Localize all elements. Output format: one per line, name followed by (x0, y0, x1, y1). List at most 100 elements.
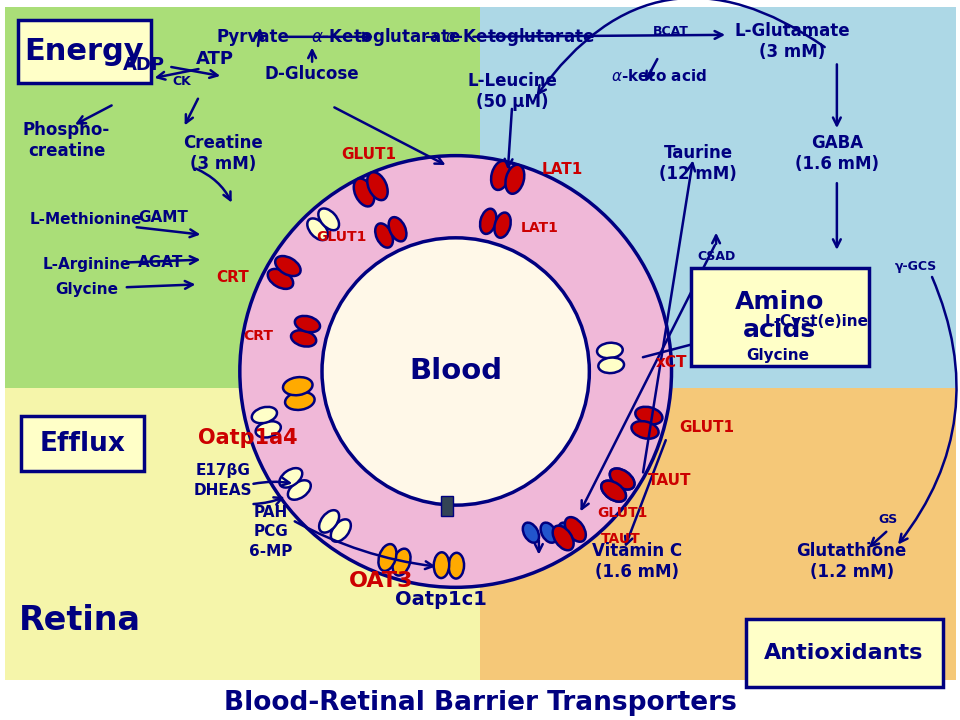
Ellipse shape (285, 392, 315, 410)
Text: Amino
acids: Amino acids (734, 290, 824, 342)
Text: Energy: Energy (25, 37, 144, 66)
Ellipse shape (255, 421, 281, 438)
Ellipse shape (601, 481, 626, 502)
FancyBboxPatch shape (18, 20, 151, 84)
Ellipse shape (553, 526, 574, 550)
Text: D-Glucose: D-Glucose (265, 66, 359, 84)
Text: Efflux: Efflux (39, 431, 126, 456)
Text: GS: GS (878, 513, 898, 526)
Ellipse shape (598, 358, 624, 373)
Text: L-Leucine
(50 μM): L-Leucine (50 μM) (468, 72, 557, 111)
Ellipse shape (564, 517, 586, 541)
Text: AGAT: AGAT (138, 255, 183, 270)
Text: LAT1: LAT1 (521, 221, 559, 235)
Ellipse shape (559, 523, 575, 543)
Ellipse shape (448, 553, 464, 579)
Text: Retina: Retina (18, 605, 140, 637)
Ellipse shape (240, 156, 671, 588)
Text: E17βG: E17βG (196, 463, 251, 478)
Text: DHEAS: DHEAS (194, 483, 252, 498)
Ellipse shape (368, 172, 388, 200)
Text: Taurine
(12 mM): Taurine (12 mM) (660, 144, 737, 183)
Text: Vitamin C
(1.6 mM): Vitamin C (1.6 mM) (591, 542, 682, 581)
Ellipse shape (331, 519, 350, 541)
Text: Glycine: Glycine (746, 348, 809, 363)
Text: $\alpha$-Ketoglutarate: $\alpha$-Ketoglutarate (445, 26, 595, 48)
Ellipse shape (291, 330, 316, 346)
Text: →: → (424, 28, 438, 46)
Bar (5, 7, 480, 388)
Bar (480, 388, 956, 680)
Ellipse shape (268, 269, 293, 289)
Text: CK: CK (172, 75, 191, 88)
FancyBboxPatch shape (746, 619, 943, 688)
Text: Glycine: Glycine (55, 282, 118, 297)
Text: $\alpha$-keto acid: $\alpha$-keto acid (611, 68, 707, 84)
Text: Glutathione
(1.2 mM): Glutathione (1.2 mM) (797, 542, 907, 581)
Text: GABA
(1.6 mM): GABA (1.6 mM) (795, 134, 878, 173)
Text: TAUT: TAUT (601, 531, 640, 546)
Text: PCG: PCG (253, 524, 288, 539)
Ellipse shape (610, 469, 635, 490)
Ellipse shape (295, 316, 320, 332)
Ellipse shape (378, 544, 396, 571)
Text: xCT: xCT (657, 356, 687, 370)
Text: Blood: Blood (409, 357, 502, 385)
Ellipse shape (307, 218, 328, 240)
Ellipse shape (319, 209, 339, 230)
Text: L-Methionine: L-Methionine (30, 212, 143, 228)
Ellipse shape (276, 256, 300, 276)
Ellipse shape (597, 343, 623, 359)
Text: Creatine
(3 mM): Creatine (3 mM) (183, 134, 263, 173)
Ellipse shape (505, 165, 524, 194)
Text: Antioxidants: Antioxidants (764, 643, 924, 662)
Text: Pyrvate: Pyrvate (216, 28, 289, 46)
Text: Oatp1a4: Oatp1a4 (198, 428, 298, 448)
Bar (441, 496, 453, 516)
Ellipse shape (393, 549, 411, 575)
Text: $\alpha$-Ketoglutarate: $\alpha$-Ketoglutarate (311, 26, 462, 48)
Ellipse shape (434, 552, 449, 578)
Ellipse shape (601, 481, 626, 502)
Ellipse shape (540, 523, 557, 543)
Text: PAH: PAH (253, 505, 288, 520)
Text: GLUT1: GLUT1 (316, 230, 367, 244)
Ellipse shape (632, 421, 659, 438)
Text: OAT3: OAT3 (349, 572, 414, 591)
Ellipse shape (375, 223, 393, 248)
Ellipse shape (354, 179, 374, 207)
Text: GLUT1: GLUT1 (341, 147, 396, 162)
Text: CRT: CRT (216, 270, 249, 285)
Ellipse shape (252, 407, 277, 423)
Ellipse shape (523, 523, 539, 543)
Text: Blood-Retinal Barrier Transporters: Blood-Retinal Barrier Transporters (224, 690, 737, 716)
Text: CSAD: CSAD (697, 250, 735, 263)
Text: GAMT: GAMT (138, 210, 188, 225)
Text: CRT: CRT (243, 329, 273, 343)
Text: BCAT: BCAT (653, 25, 688, 38)
Text: 6-MP: 6-MP (249, 544, 292, 559)
Ellipse shape (389, 217, 406, 241)
Text: LAT1: LAT1 (541, 162, 583, 177)
Ellipse shape (492, 161, 510, 190)
Text: γ-GCS: γ-GCS (895, 260, 937, 273)
Text: ATP: ATP (196, 50, 234, 68)
Ellipse shape (322, 238, 589, 505)
Ellipse shape (288, 480, 311, 500)
Text: Phospho-
creatine: Phospho- creatine (23, 122, 110, 160)
Text: GLUT1: GLUT1 (679, 420, 733, 435)
Text: L-Glutamate
(3 mM): L-Glutamate (3 mM) (734, 22, 851, 61)
Text: L-Cyst(e)ine: L-Cyst(e)ine (765, 315, 869, 330)
Ellipse shape (610, 469, 635, 490)
Ellipse shape (636, 407, 662, 424)
Text: GLUT1: GLUT1 (598, 505, 648, 520)
Ellipse shape (279, 468, 302, 487)
Bar (5, 680, 956, 720)
FancyBboxPatch shape (691, 268, 869, 366)
Bar (480, 7, 956, 388)
Ellipse shape (283, 377, 313, 395)
Ellipse shape (480, 209, 496, 234)
Text: TAUT: TAUT (648, 472, 691, 487)
Bar (5, 388, 480, 680)
Text: ADP: ADP (123, 55, 165, 73)
